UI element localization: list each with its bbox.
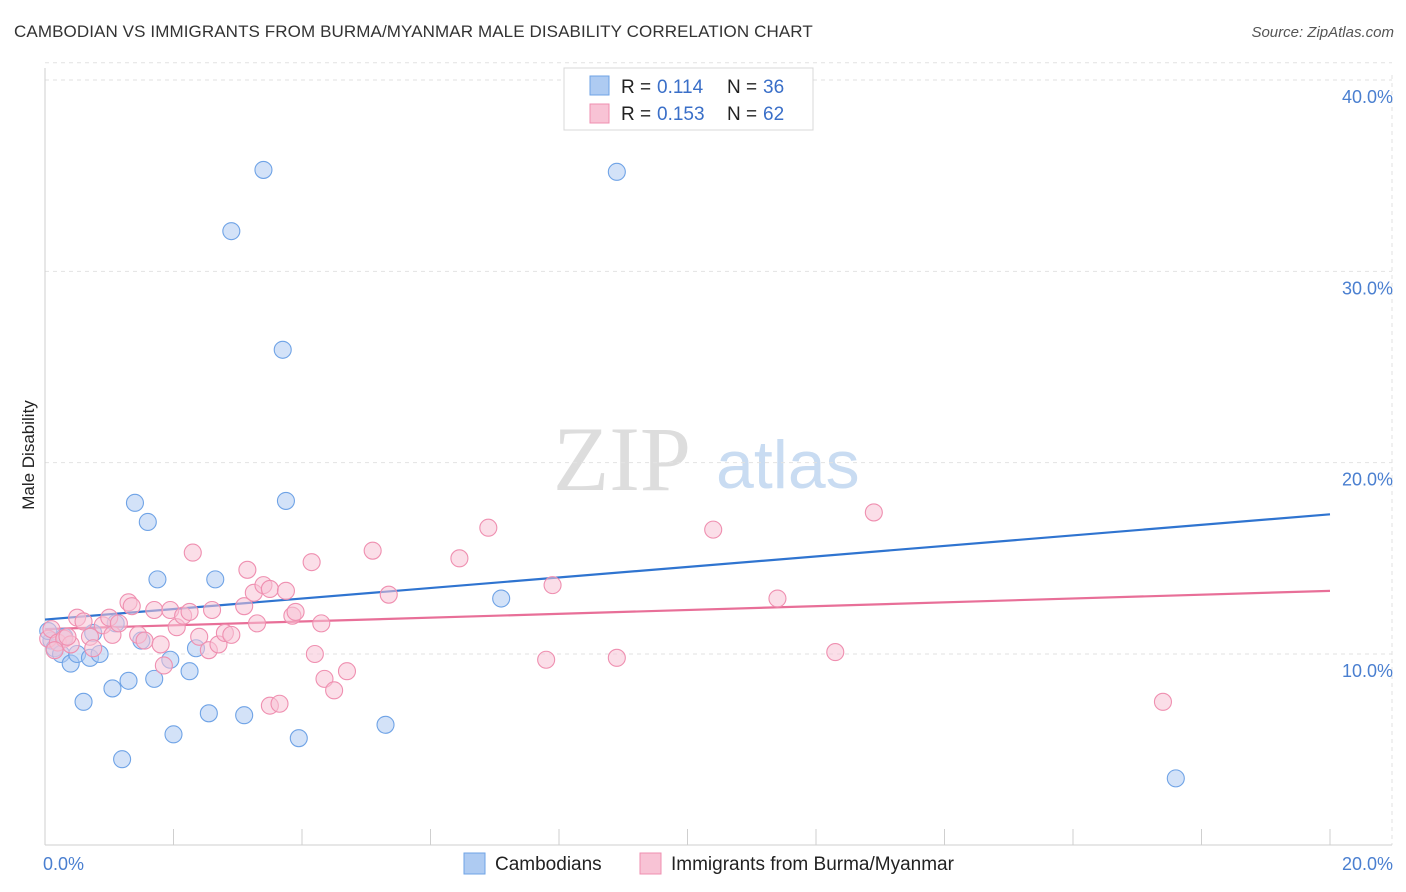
y-tick-label: 10.0%	[1342, 661, 1393, 681]
legend-n-value-2: 62	[763, 104, 784, 125]
point-burma	[768, 589, 787, 608]
point-burma	[363, 541, 382, 560]
point-burma	[203, 600, 222, 620]
point-cambodians	[138, 512, 157, 532]
point-cambodians	[148, 570, 167, 589]
legend-swatch-cambodians	[589, 75, 610, 96]
point-cambodians	[235, 706, 254, 725]
point-cambodians	[276, 491, 295, 510]
legend-r-label-1: R =	[621, 77, 651, 98]
point-burma	[270, 694, 289, 713]
point-cambodians	[273, 340, 292, 359]
point-burma	[325, 681, 344, 700]
point-burma	[145, 600, 164, 620]
legend-r-label-2: R =	[621, 104, 651, 125]
point-burma	[190, 627, 209, 646]
bottom-legend-swatch-cambodians	[463, 852, 486, 875]
point-burma	[276, 581, 295, 600]
legend-n-label-1: N =	[727, 77, 757, 98]
point-cambodians	[103, 679, 122, 698]
point-cambodians	[74, 692, 93, 711]
point-burma	[305, 644, 324, 664]
point-burma	[450, 549, 469, 568]
point-burma	[379, 585, 398, 604]
point-cambodians	[180, 662, 199, 681]
point-burma	[286, 602, 305, 621]
point-burma	[302, 553, 321, 572]
point-cambodians	[125, 493, 144, 512]
data-points	[39, 160, 1185, 788]
point-cambodians	[492, 589, 511, 608]
bottom-legend-label-cambodians: Cambodians	[495, 854, 602, 875]
point-burma	[154, 656, 173, 675]
x-tick-label: 20.0%	[1342, 854, 1393, 874]
point-burma	[704, 520, 723, 539]
x-tick-label: 0.0%	[43, 854, 84, 874]
point-burma	[1153, 692, 1172, 711]
legend-r-value-2: 0.153	[657, 104, 705, 125]
axes	[44, 68, 1392, 846]
point-burma	[45, 641, 64, 660]
point-burma	[135, 631, 154, 650]
point-cambodians	[1166, 769, 1185, 788]
trend-line-cambodians	[44, 513, 1331, 621]
point-burma	[312, 614, 331, 633]
legend-r-value-1: 0.114	[657, 77, 704, 98]
y-tick-label: 30.0%	[1342, 278, 1393, 298]
chart-title: CAMBODIAN VS IMMIGRANTS FROM BURMA/MYANM…	[14, 22, 813, 41]
point-burma	[122, 597, 141, 616]
point-cambodians	[206, 570, 225, 589]
point-burma	[337, 662, 357, 681]
legend-swatch-burma	[589, 103, 610, 124]
bottom-legend-swatch-burma	[639, 852, 662, 875]
point-cambodians	[113, 750, 132, 769]
point-cambodians	[607, 162, 626, 181]
y-tick-label: 40.0%	[1342, 87, 1393, 107]
point-burma	[109, 614, 128, 633]
y-axis-label: Male Disability	[19, 400, 38, 510]
point-burma	[74, 612, 93, 631]
point-cambodians	[119, 671, 138, 690]
watermark-zip: ZIP	[553, 408, 691, 510]
y-tick-label: 20.0%	[1342, 470, 1393, 490]
series-legend: Cambodians Immigrants from Burma/Myanmar	[463, 852, 955, 875]
watermark-atlas: atlas	[716, 427, 860, 503]
point-burma	[826, 643, 845, 662]
point-burma	[864, 503, 883, 522]
tick-labels: 10.0% 20.0% 30.0% 40.0% 0.0% 20.0%	[43, 87, 1393, 874]
bottom-legend-label-burma: Immigrants from Burma/Myanmar	[671, 854, 955, 875]
point-burma	[238, 560, 257, 579]
point-burma	[543, 576, 562, 595]
point-cambodians	[376, 715, 395, 734]
point-burma	[479, 518, 498, 537]
source-credit: Source: ZipAtlas.com	[1251, 24, 1394, 41]
point-burma	[260, 579, 279, 598]
point-cambodians	[254, 160, 273, 179]
point-cambodians	[289, 729, 308, 748]
point-cambodians	[199, 704, 218, 723]
point-burma	[84, 639, 103, 658]
point-burma	[183, 543, 202, 562]
point-burma	[58, 627, 77, 646]
legend-n-label-2: N =	[727, 104, 757, 125]
point-cambodians	[222, 222, 241, 241]
stats-legend: R = 0.114 N = 36 R = 0.153 N = 62	[563, 67, 814, 131]
point-cambodians	[164, 725, 183, 744]
point-burma	[222, 625, 241, 644]
point-burma	[180, 602, 199, 621]
point-burma	[235, 597, 254, 616]
point-burma	[151, 635, 170, 654]
point-burma	[537, 650, 556, 669]
legend-n-value-1: 36	[763, 77, 784, 98]
point-burma	[607, 648, 626, 667]
gridlines	[45, 62, 1393, 845]
point-cambodians	[145, 669, 164, 688]
point-burma	[247, 614, 267, 633]
